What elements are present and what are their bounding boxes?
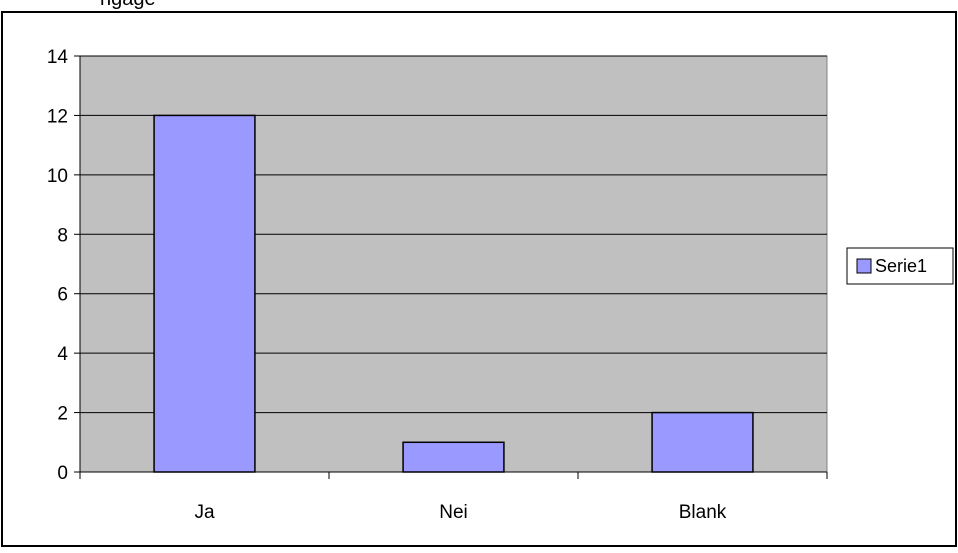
bar-blank [651,411,754,473]
x-category-label: Blank [679,502,727,523]
y-tick-label: 2 [57,404,68,425]
legend: Serie1 [846,247,954,285]
bar-nei [402,441,505,473]
axes: 0 2 4 6 8 10 12 14 Ja Nei Blank [47,47,828,523]
y-tick-label: 6 [57,285,68,306]
clipped-title-text: ngage [100,0,156,11]
y-tick-label: 8 [57,225,68,246]
y-tick-label: 4 [57,344,68,365]
legend-label: Serie1 [875,256,927,276]
x-category-label: Ja [194,502,215,523]
y-tick-label: 0 [57,463,68,484]
legend-swatch [856,258,872,274]
y-tick-label: 10 [47,166,68,187]
y-tick-label: 12 [47,106,68,127]
bar-ja [153,114,256,473]
x-category-label: Nei [439,502,468,523]
chart-frame [1,11,957,547]
bars [153,114,754,473]
y-tick-label: 14 [47,47,69,68]
